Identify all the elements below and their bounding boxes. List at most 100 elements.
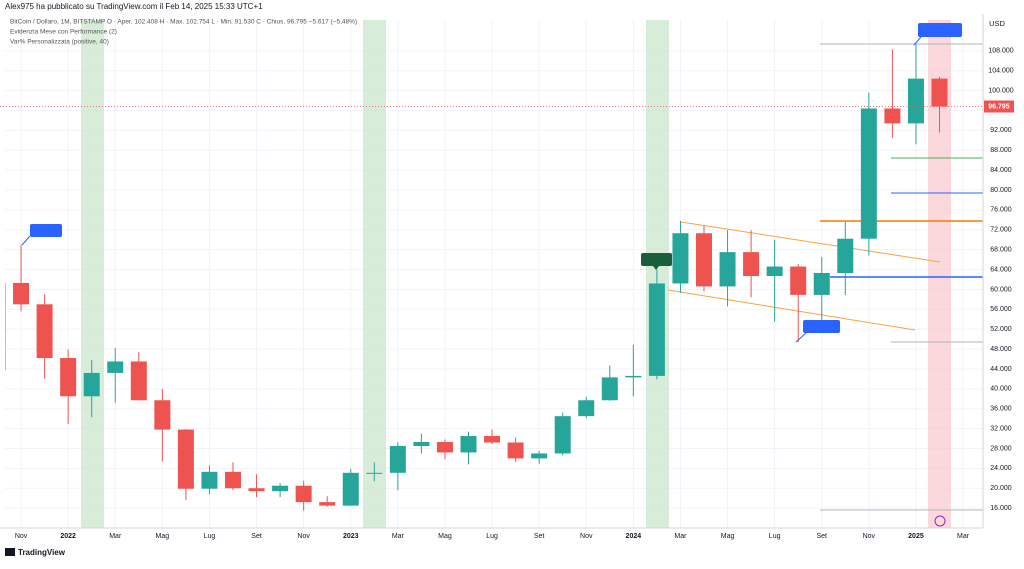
y-tick-label: 100.000 (988, 87, 1013, 94)
candle-body (719, 252, 736, 287)
highlight-layer (81, 20, 951, 528)
y-tick-label: 24.000 (990, 465, 1012, 472)
callout-box (918, 23, 962, 37)
x-tick-label: Set (816, 533, 827, 540)
x-tick-label: Set (534, 533, 545, 540)
x-tick-label: 2024 (626, 533, 642, 540)
channel-line (667, 289, 916, 331)
candle-body (672, 233, 689, 284)
x-tick-label: Nov (297, 533, 310, 540)
y-tick-label: 60.000 (990, 286, 1012, 293)
y-tick-label: 68.000 (990, 246, 1012, 253)
y-tick-label: 48.000 (990, 346, 1012, 353)
candle-body (366, 472, 383, 474)
candle-body (177, 429, 194, 489)
candle-body (13, 282, 30, 305)
symbol-line: BitCoin / Dollaro, 1M, BITSTAMP O · Aper… (10, 19, 357, 26)
candle-body (696, 233, 712, 287)
candle-body (60, 358, 77, 397)
y-tick-label: 72.000 (990, 227, 1012, 234)
y-tick-label: 28.000 (990, 445, 1012, 452)
y-tick-label: 76.000 (990, 207, 1012, 214)
candle-body (413, 442, 430, 446)
currency-label: USD (989, 19, 1005, 28)
candle-body (507, 442, 524, 459)
x-tick-label: 2022 (60, 533, 76, 540)
callout-pointer (913, 36, 922, 46)
annotations (21, 23, 962, 527)
candle-body (83, 372, 100, 397)
candle-body (884, 108, 901, 124)
callout-pointer (21, 235, 31, 246)
callout-box (803, 320, 840, 333)
brand-logo (5, 548, 15, 556)
x-tick-label: Nov (580, 533, 593, 540)
y-tick-label: 16.000 (990, 505, 1012, 512)
candle-body (5, 282, 6, 370)
candle-body (860, 108, 877, 239)
candle-body (484, 436, 501, 443)
candle-body (319, 502, 336, 506)
event-icon (934, 515, 946, 527)
candle-body (295, 485, 312, 503)
y-tick-label: 36.000 (990, 406, 1012, 413)
x-tick-label: Mag (156, 533, 170, 540)
x-tick-label: Mar (957, 533, 970, 540)
candle-body (766, 266, 783, 276)
candle-body (554, 416, 571, 454)
candle-body (813, 273, 830, 295)
indicator-line: Var% Personalizzata (positive, 40) (10, 39, 109, 46)
x-tick-label: 2025 (908, 533, 924, 540)
candle-body (743, 252, 760, 276)
x-tick-label: Lug (204, 533, 216, 540)
candle-body (154, 400, 171, 430)
candle-body (931, 78, 948, 107)
candle-body (907, 78, 924, 124)
candle-body (272, 485, 289, 492)
drawings (667, 43, 983, 511)
x-tick-label: Mag (721, 533, 735, 540)
candle-body (601, 377, 618, 401)
x-tick-label: Mar (392, 533, 405, 540)
highlight-green (646, 20, 669, 528)
x-tick-label: Mar (109, 533, 122, 540)
x-tick-label: Nov (15, 533, 28, 540)
last-price-label: 96.795 (988, 103, 1010, 110)
brand: TradingView (18, 548, 66, 557)
candle-body (531, 453, 548, 459)
candle-body (130, 361, 147, 401)
highlight-green (363, 20, 386, 528)
candles (5, 44, 948, 511)
performance-box (641, 253, 672, 266)
y-tick-label: 20.000 (990, 485, 1012, 492)
x-tick-label: Mag (438, 533, 452, 540)
y-tick-label: 108.000 (988, 48, 1013, 55)
candle-body (107, 361, 124, 373)
candle-body (648, 283, 665, 376)
x-tick-label: Lug (486, 533, 498, 540)
y-tick-label: 80.000 (990, 187, 1012, 194)
y-tick-label: 32.000 (990, 425, 1012, 432)
candle-body (248, 488, 265, 492)
performance-pointer (653, 266, 659, 270)
candle-body (578, 400, 595, 417)
channel-line (680, 221, 941, 263)
y-tick-label: 52.000 (990, 326, 1012, 333)
y-tick-label: 104.000 (988, 68, 1013, 75)
candle-body (790, 266, 807, 295)
callout-pointer (795, 332, 807, 343)
candle-body (625, 375, 642, 378)
author-line: Alex975 ha pubblicato su TradingView.com… (5, 2, 263, 11)
candle-body (225, 471, 241, 489)
candle-body (837, 238, 854, 274)
x-tick-label: 2023 (343, 533, 359, 540)
y-tick-label: 92.000 (990, 127, 1012, 134)
candle-body (389, 445, 406, 473)
y-tick-label: 44.000 (990, 366, 1012, 373)
y-tick-label: 40.000 (990, 386, 1012, 393)
candle-body (36, 304, 53, 359)
highlight-green (81, 20, 104, 528)
candle-body (460, 436, 477, 453)
indicator-line: Evidenzia Mese con Performance (2) (10, 29, 117, 36)
